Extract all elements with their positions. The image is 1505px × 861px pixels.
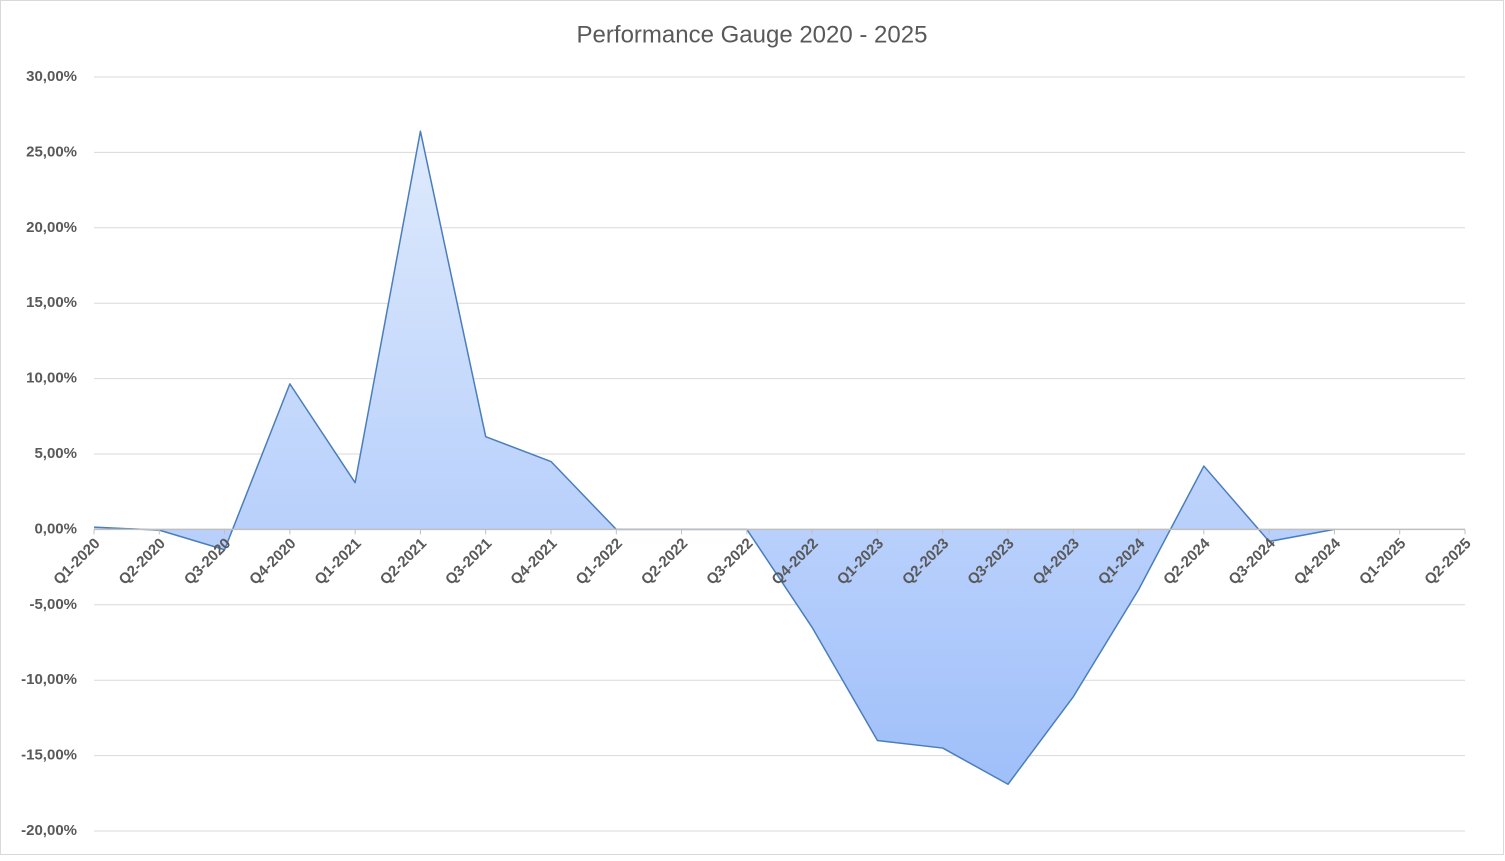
y-tick-label: 5,00%: [34, 445, 77, 462]
y-tick-label: -10,00%: [21, 671, 77, 688]
chart-title: Performance Gauge 2020 - 2025: [577, 21, 928, 48]
y-tick-label: 10,00%: [26, 370, 77, 387]
y-tick-label: 15,00%: [26, 294, 77, 311]
y-tick-label: -5,00%: [29, 596, 77, 613]
y-tick-label: 25,00%: [26, 143, 77, 160]
y-tick-label: -15,00%: [21, 747, 77, 764]
y-tick-label: 30,00%: [26, 68, 77, 85]
y-tick-label: -20,00%: [21, 822, 77, 839]
area-fill: [94, 131, 1335, 785]
y-tick-label: 0,00%: [34, 520, 77, 537]
y-tick-label: 20,00%: [26, 219, 77, 236]
